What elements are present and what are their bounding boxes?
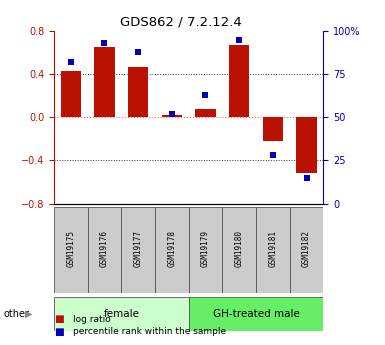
Bar <box>196 109 216 117</box>
Bar <box>121 207 155 293</box>
Bar <box>189 207 223 293</box>
Text: percentile rank within the sample: percentile rank within the sample <box>73 327 226 336</box>
Text: GSM19176: GSM19176 <box>100 230 109 267</box>
Bar <box>223 207 256 293</box>
Text: log ratio: log ratio <box>73 315 111 324</box>
Bar <box>94 47 115 117</box>
Bar <box>256 207 290 293</box>
Bar <box>189 297 323 331</box>
Text: GSM19179: GSM19179 <box>201 230 210 267</box>
Text: ■: ■ <box>54 314 64 324</box>
Bar <box>54 207 88 293</box>
Bar <box>54 297 189 331</box>
Bar <box>88 207 121 293</box>
Bar <box>61 71 81 117</box>
Text: GSM19177: GSM19177 <box>134 230 142 267</box>
Text: ▶: ▶ <box>25 309 32 319</box>
Point <box>270 152 276 158</box>
Text: GH-treated male: GH-treated male <box>213 309 300 319</box>
Text: GSM19175: GSM19175 <box>66 230 75 267</box>
Point <box>169 111 175 117</box>
Text: GSM19182: GSM19182 <box>302 230 311 267</box>
Bar <box>162 115 182 117</box>
Bar <box>296 117 316 173</box>
Bar <box>155 207 189 293</box>
Bar <box>263 117 283 141</box>
Text: GDS862 / 7.2.12.4: GDS862 / 7.2.12.4 <box>120 16 242 29</box>
Text: female: female <box>103 309 139 319</box>
Point <box>68 59 74 65</box>
Text: GSM19180: GSM19180 <box>235 230 244 267</box>
Bar <box>229 45 249 117</box>
Text: GSM19181: GSM19181 <box>268 230 277 267</box>
Point <box>303 175 310 180</box>
Point <box>203 92 209 98</box>
Text: GSM19178: GSM19178 <box>167 230 176 267</box>
Point <box>135 49 141 55</box>
Text: ■: ■ <box>54 327 64 337</box>
Point <box>236 37 242 42</box>
Bar <box>128 67 148 117</box>
Text: other: other <box>4 309 30 319</box>
Point <box>101 40 107 46</box>
Bar <box>290 207 323 293</box>
